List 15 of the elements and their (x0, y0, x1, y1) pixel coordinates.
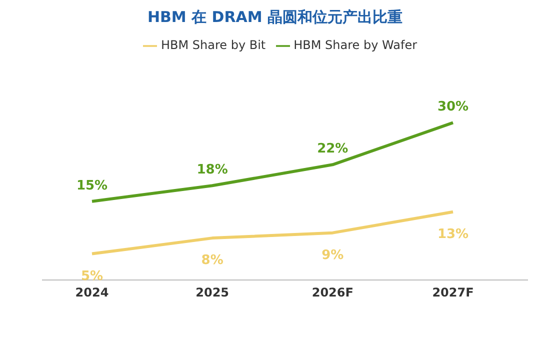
legend-label: HBM Share by Wafer (294, 38, 418, 52)
data-label: 5% (80, 268, 104, 284)
legend-label: HBM Share by Bit (160, 38, 266, 52)
chart-title: HBM 在 DRAM 晶圆和位元产出比重 (146, 8, 404, 28)
data-label: 30% (437, 100, 469, 115)
x-tick-label: 2026F (312, 286, 354, 300)
data-label: 9% (322, 248, 344, 263)
data-label: 22% (317, 142, 348, 157)
x-tick-label: 2025 (196, 286, 230, 300)
data-label: 18% (196, 162, 228, 178)
data-label: 8% (201, 253, 224, 268)
x-tick-label: 2024 (75, 286, 109, 300)
data-label: 15% (76, 178, 108, 194)
data-label: 13% (437, 226, 469, 242)
x-tick-label: 2027F (432, 286, 474, 300)
